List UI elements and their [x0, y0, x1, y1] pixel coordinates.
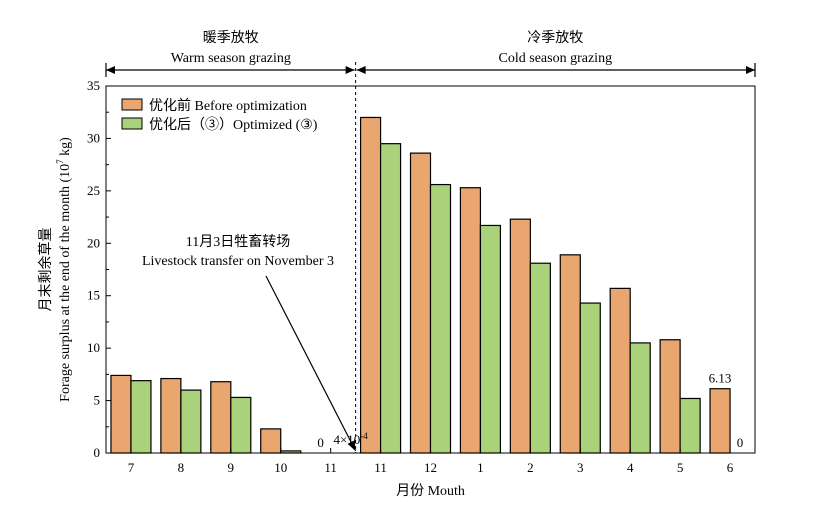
bar-after-3 [280, 450, 302, 454]
y-axis-title-cn: 月末剩余草量 [37, 228, 54, 312]
y-tick-label-35: 35 [87, 78, 100, 93]
legend: 优化前 Before optimization 优化后（③）Optimized … [121, 97, 318, 133]
y-axis-title-exponent: 7 [55, 159, 65, 164]
x-axis-title: 月份 Mouth [396, 483, 465, 499]
transfer-annotation-en: Livestock transfer on November 3 [142, 254, 334, 269]
bar-before-9 [559, 254, 581, 454]
bar-after-5 [379, 143, 402, 454]
transfer-arrow [265, 275, 357, 452]
legend-label-after: 优化后（③）Optimized (③) [149, 117, 318, 133]
transfer-arrowhead [347, 440, 356, 451]
y-tick-label-25: 25 [87, 183, 100, 198]
transfer-arrow-line [265, 275, 357, 452]
x-tick-label-1: 8 [178, 460, 185, 475]
cold-season-title-cn: 冷季放牧 [527, 30, 583, 46]
bar-before-12 [709, 388, 731, 454]
season-arrowhead-right-1 [746, 66, 755, 74]
bar-before-0 [110, 374, 132, 454]
x-tick-label-11: 5 [677, 460, 684, 475]
cold-season-title-en: Cold season grazing [499, 51, 613, 66]
y-tick-label-20: 20 [87, 235, 100, 250]
bar-after-2 [230, 396, 252, 454]
x-tick-label-9: 3 [577, 460, 584, 475]
x-tick-label-4: 11 [324, 460, 337, 475]
data-label-nov-after-base: 4×10 [333, 432, 360, 447]
bar-after-10 [629, 342, 651, 454]
bar-before-2 [210, 381, 232, 454]
y-axis-title-unit: kg) [58, 137, 73, 160]
y-tick-label-10: 10 [87, 340, 100, 355]
x-tick-label-10: 4 [627, 460, 634, 475]
x-tick-label-6: 12 [424, 460, 437, 475]
y-tick-label-5: 5 [94, 393, 101, 408]
bar-before-1 [160, 377, 182, 454]
warm-season-title-cn: 暖季放牧 [203, 30, 259, 46]
bar-after-7 [479, 224, 502, 454]
legend-label-before: 优化前 Before optimization [149, 97, 307, 114]
y-tick-label-30: 30 [87, 130, 100, 145]
bar-before-8 [509, 218, 531, 454]
y-axis-title-en: Forage surplus at the end of the month (… [55, 137, 73, 402]
y-tick-label-15: 15 [87, 288, 100, 303]
legend-swatch-before [121, 98, 143, 111]
bar-before-5 [359, 116, 382, 454]
data-label-nov-before: 0 [317, 435, 324, 450]
y-axis-title-en-main: Forage surplus at the end of the month (… [58, 164, 73, 402]
bar-after-0 [130, 380, 152, 454]
x-tick-label-0: 7 [128, 460, 135, 475]
season-arrowhead-right-0 [345, 66, 355, 74]
season-arrowhead-left-1 [356, 66, 366, 74]
x-tick-label-2: 9 [228, 460, 235, 475]
warm-season-title-en: Warm season grazing [171, 51, 291, 66]
transfer-annotation-cn: 11月3日牲畜转场 [186, 234, 290, 250]
data-label-june-before: 6.13 [709, 371, 732, 386]
bar-before-10 [609, 287, 631, 454]
legend-swatch-after [121, 117, 143, 130]
x-tick-label-8: 2 [527, 460, 534, 475]
data-label-nov-after: 4×10-4 [333, 431, 368, 447]
bar-after-11 [679, 397, 701, 454]
x-axis: 7 8 9 10 11 11 12 1 2 3 4 5 6 [128, 448, 734, 475]
bar-before-6 [409, 152, 432, 454]
bar-before-3 [260, 428, 282, 454]
data-label-june-after: 0 [737, 435, 744, 450]
x-tick-label-12: 6 [727, 460, 734, 475]
bar-after-1 [180, 389, 202, 454]
x-tick-label-7: 1 [477, 460, 484, 475]
y-tick-label-0: 0 [94, 445, 101, 460]
bar-after-9 [579, 302, 601, 454]
season-arrowhead-left-0 [106, 66, 115, 74]
bar-after-6 [429, 183, 452, 454]
x-tick-label-5: 11 [374, 460, 387, 475]
bars-group [110, 116, 731, 454]
data-label-nov-after-exp: -4 [360, 431, 368, 441]
bar-after-8 [529, 262, 551, 454]
season-range-arrows [105, 63, 756, 77]
bar-before-7 [459, 187, 482, 454]
bar-before-11 [659, 339, 681, 454]
y-axis: 0 5 10 15 20 25 30 35 [87, 78, 111, 460]
y-axis-title-group: 月末剩余草量 Forage surplus at the end of the … [37, 137, 73, 402]
x-tick-label-3: 10 [274, 460, 287, 475]
